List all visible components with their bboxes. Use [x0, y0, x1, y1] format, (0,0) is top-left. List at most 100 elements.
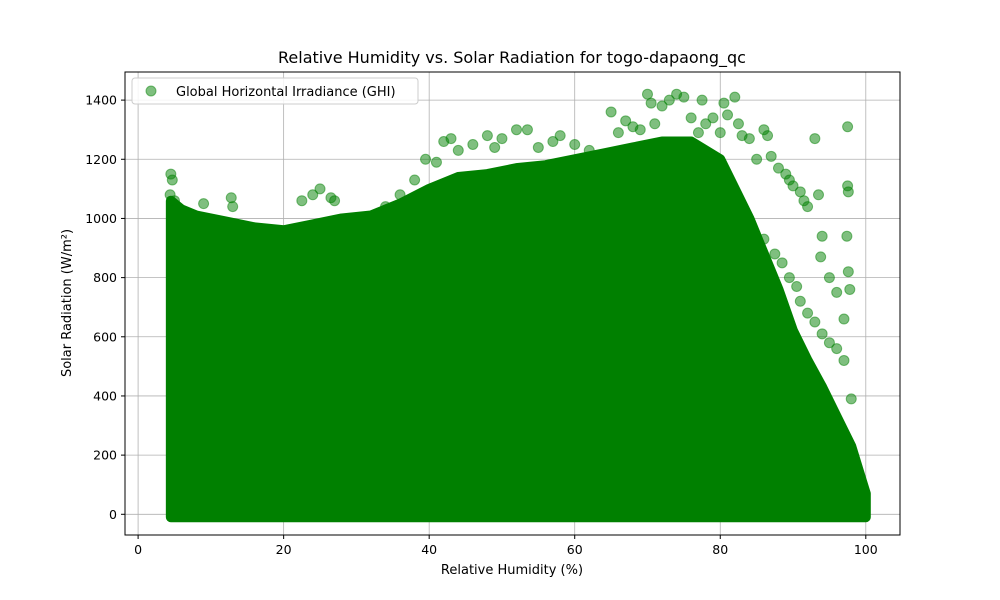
scatter-point: [489, 141, 501, 153]
scatter-point: [314, 183, 326, 195]
scatter-point: [838, 313, 850, 325]
scatter-point: [394, 189, 406, 201]
scatter-point: [842, 266, 854, 278]
scatter-point: [685, 112, 697, 124]
legend: Global Horizontal Irradiance (GHI): [131, 77, 419, 105]
x-tick-label: 20: [276, 542, 292, 557]
x-tick-label: 60: [567, 542, 583, 557]
scatter-point: [496, 133, 508, 145]
scatter-point: [168, 195, 180, 207]
scatter-point: [511, 124, 523, 136]
scatter-point: [815, 251, 827, 263]
scatter-point: [772, 162, 784, 174]
x-tick-label: 100: [854, 542, 878, 557]
scatter-point: [762, 130, 774, 142]
legend-box: [131, 77, 419, 105]
scatter-point: [722, 109, 734, 121]
y-axis-label: Solar Radiation (W/m²): [60, 229, 75, 377]
scatter-point: [420, 153, 432, 165]
scatter-point: [634, 124, 646, 136]
scatter-point: [794, 295, 806, 307]
scatter-point: [729, 91, 741, 103]
data-points: [164, 88, 871, 523]
scatter-point: [696, 94, 708, 106]
x-tick-label: 0: [134, 542, 142, 557]
scatter-point: [714, 127, 726, 139]
scatter-point: [718, 97, 730, 109]
scatter-point: [692, 127, 704, 139]
scatter-point: [521, 124, 533, 136]
scatter-point: [307, 189, 319, 201]
scatter-point: [663, 94, 675, 106]
y-tick-label: 0: [109, 507, 117, 522]
scatter-point: [791, 280, 803, 292]
scatter-point: [605, 106, 617, 118]
scatter-point: [802, 307, 814, 319]
scatter-point: [452, 144, 464, 156]
scatter-point: [583, 144, 595, 156]
scatter-point: [831, 286, 843, 298]
y-tick-label: 400: [93, 388, 117, 403]
scatter-point: [296, 195, 308, 207]
scatter-point: [816, 230, 828, 242]
scatter-point: [707, 112, 719, 124]
scatter-point: [430, 156, 442, 168]
y-tick-label: 1200: [85, 152, 117, 167]
scatter-point: [481, 130, 493, 142]
y-axis-ticks: 0 200 400 600 800 1000 1200 1400: [85, 93, 125, 522]
scatter-point: [532, 141, 544, 153]
scatter-point: [554, 130, 566, 142]
scatter-point: [816, 328, 828, 340]
scatter-point: [700, 118, 712, 130]
scatter-point: [812, 189, 824, 201]
scatter-point: [831, 343, 843, 355]
dense-scatter-region: [165, 136, 871, 523]
y-tick-label: 600: [93, 329, 117, 344]
scatter-point: [645, 97, 657, 109]
scatter-point: [845, 393, 857, 405]
chart-title: Relative Humidity vs. Solar Radiation fo…: [278, 48, 746, 68]
scatter-point: [547, 136, 559, 148]
scatter-point: [802, 201, 814, 213]
scatter-point: [225, 192, 237, 204]
scatter-point: [620, 115, 632, 127]
legend-marker: [145, 85, 157, 97]
scatter-point: [329, 195, 341, 207]
y-tick-label: 1000: [85, 211, 117, 226]
y-tick-label: 800: [93, 270, 117, 285]
scatter-point: [612, 127, 624, 139]
scatter-point: [678, 91, 690, 103]
x-axis-label: Relative Humidity (%): [441, 563, 583, 578]
scatter-point: [743, 133, 755, 145]
y-tick-label: 1400: [85, 93, 117, 108]
scatter-point: [380, 201, 392, 213]
scatter-point: [769, 248, 781, 260]
scatter-point: [842, 186, 854, 198]
scatter-point: [166, 174, 178, 186]
y-tick-label: 200: [93, 448, 117, 463]
x-tick-label: 80: [712, 542, 728, 557]
scatter-point: [649, 118, 661, 130]
scatter-point: [841, 230, 853, 242]
scatter-point: [569, 138, 581, 150]
scatter-point: [198, 198, 210, 210]
scatter-point: [842, 121, 854, 133]
plot-frame: [124, 71, 901, 536]
scatter-point: [765, 150, 777, 162]
scatter-point: [823, 272, 835, 284]
scatter-point: [776, 257, 788, 269]
scatter-point: [783, 272, 795, 284]
scatter-point: [751, 153, 763, 165]
scatter-point: [823, 337, 835, 349]
scatter-point: [656, 100, 668, 112]
scatter-point: [758, 233, 770, 245]
x-tick-label: 40: [421, 542, 437, 557]
scatter-point: [445, 133, 457, 145]
scatter-point: [227, 201, 239, 213]
scatter-point: [787, 180, 799, 192]
scatter-point: [809, 133, 821, 145]
legend-label: Global Horizontal Irradiance (GHI): [176, 85, 396, 100]
x-axis-ticks: 0 20 40 60 80 100: [134, 535, 878, 557]
scatter-point: [809, 316, 821, 328]
